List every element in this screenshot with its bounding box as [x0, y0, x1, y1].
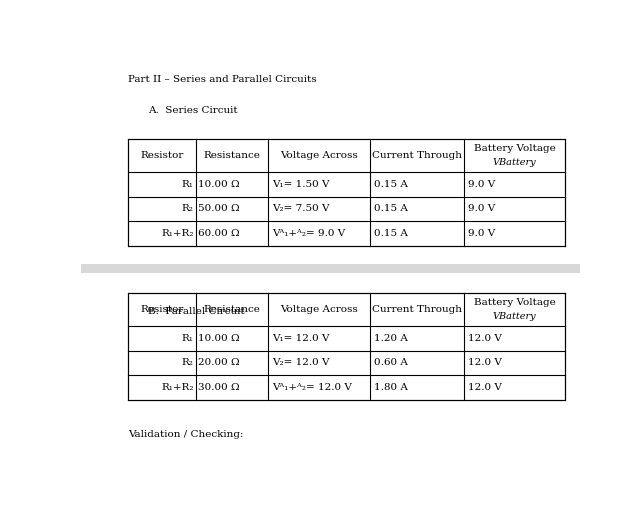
- Text: 50.00 Ω: 50.00 Ω: [198, 204, 240, 213]
- Text: R₂: R₂: [182, 204, 194, 213]
- Text: A.  Series Circuit: A. Series Circuit: [148, 106, 238, 115]
- Text: 9.0 V: 9.0 V: [468, 180, 495, 189]
- Text: Resistor: Resistor: [140, 305, 184, 314]
- Text: VBattery: VBattery: [493, 312, 536, 321]
- Text: V₁= 12.0 V: V₁= 12.0 V: [272, 334, 329, 343]
- Text: Current Through: Current Through: [372, 305, 462, 314]
- Text: Vᴬ₁+ᴬ₂= 12.0 V: Vᴬ₁+ᴬ₂= 12.0 V: [272, 383, 352, 392]
- Text: 10.00 Ω: 10.00 Ω: [198, 334, 240, 343]
- Text: 9.0 V: 9.0 V: [468, 204, 495, 213]
- FancyBboxPatch shape: [128, 139, 565, 246]
- Text: 0.15 A: 0.15 A: [374, 180, 408, 189]
- Text: R₁+R₂: R₁+R₂: [161, 383, 194, 392]
- Text: 0.15 A: 0.15 A: [374, 229, 408, 238]
- Text: 12.0 V: 12.0 V: [468, 383, 502, 392]
- Text: 9.0 V: 9.0 V: [468, 229, 495, 238]
- Text: Vᴬ₁+ᴬ₂= 9.0 V: Vᴬ₁+ᴬ₂= 9.0 V: [272, 229, 345, 238]
- FancyBboxPatch shape: [80, 264, 580, 273]
- Text: Resistor: Resistor: [140, 151, 184, 160]
- Text: R₁: R₁: [182, 334, 194, 343]
- Text: Battery Voltage: Battery Voltage: [473, 144, 555, 153]
- Text: VBattery: VBattery: [493, 159, 536, 167]
- Text: 20.00 Ω: 20.00 Ω: [198, 359, 240, 367]
- Text: 60.00 Ω: 60.00 Ω: [198, 229, 240, 238]
- Text: 12.0 V: 12.0 V: [468, 334, 502, 343]
- Text: B.  Parallel Circuit: B. Parallel Circuit: [148, 307, 245, 315]
- Text: 0.60 A: 0.60 A: [374, 359, 408, 367]
- Text: R₁: R₁: [182, 180, 194, 189]
- Text: Validation / Checking:: Validation / Checking:: [128, 430, 243, 439]
- Text: Voltage Across: Voltage Across: [280, 305, 358, 314]
- Text: 10.00 Ω: 10.00 Ω: [198, 180, 240, 189]
- Text: R₁+R₂: R₁+R₂: [161, 229, 194, 238]
- Text: Battery Voltage: Battery Voltage: [473, 298, 555, 307]
- Text: 0.15 A: 0.15 A: [374, 204, 408, 213]
- Text: R₂: R₂: [182, 359, 194, 367]
- FancyBboxPatch shape: [128, 292, 565, 400]
- Text: 1.20 A: 1.20 A: [374, 334, 408, 343]
- Text: Voltage Across: Voltage Across: [280, 151, 358, 160]
- Text: V₂= 7.50 V: V₂= 7.50 V: [272, 204, 329, 213]
- Text: Resistance: Resistance: [204, 151, 260, 160]
- Text: V₂= 12.0 V: V₂= 12.0 V: [272, 359, 329, 367]
- Text: Resistance: Resistance: [204, 305, 260, 314]
- Text: 30.00 Ω: 30.00 Ω: [198, 383, 240, 392]
- Text: 12.0 V: 12.0 V: [468, 359, 502, 367]
- Text: 1.80 A: 1.80 A: [374, 383, 408, 392]
- Text: Part II – Series and Parallel Circuits: Part II – Series and Parallel Circuits: [128, 75, 317, 84]
- Text: V₁= 1.50 V: V₁= 1.50 V: [272, 180, 329, 189]
- Text: Current Through: Current Through: [372, 151, 462, 160]
